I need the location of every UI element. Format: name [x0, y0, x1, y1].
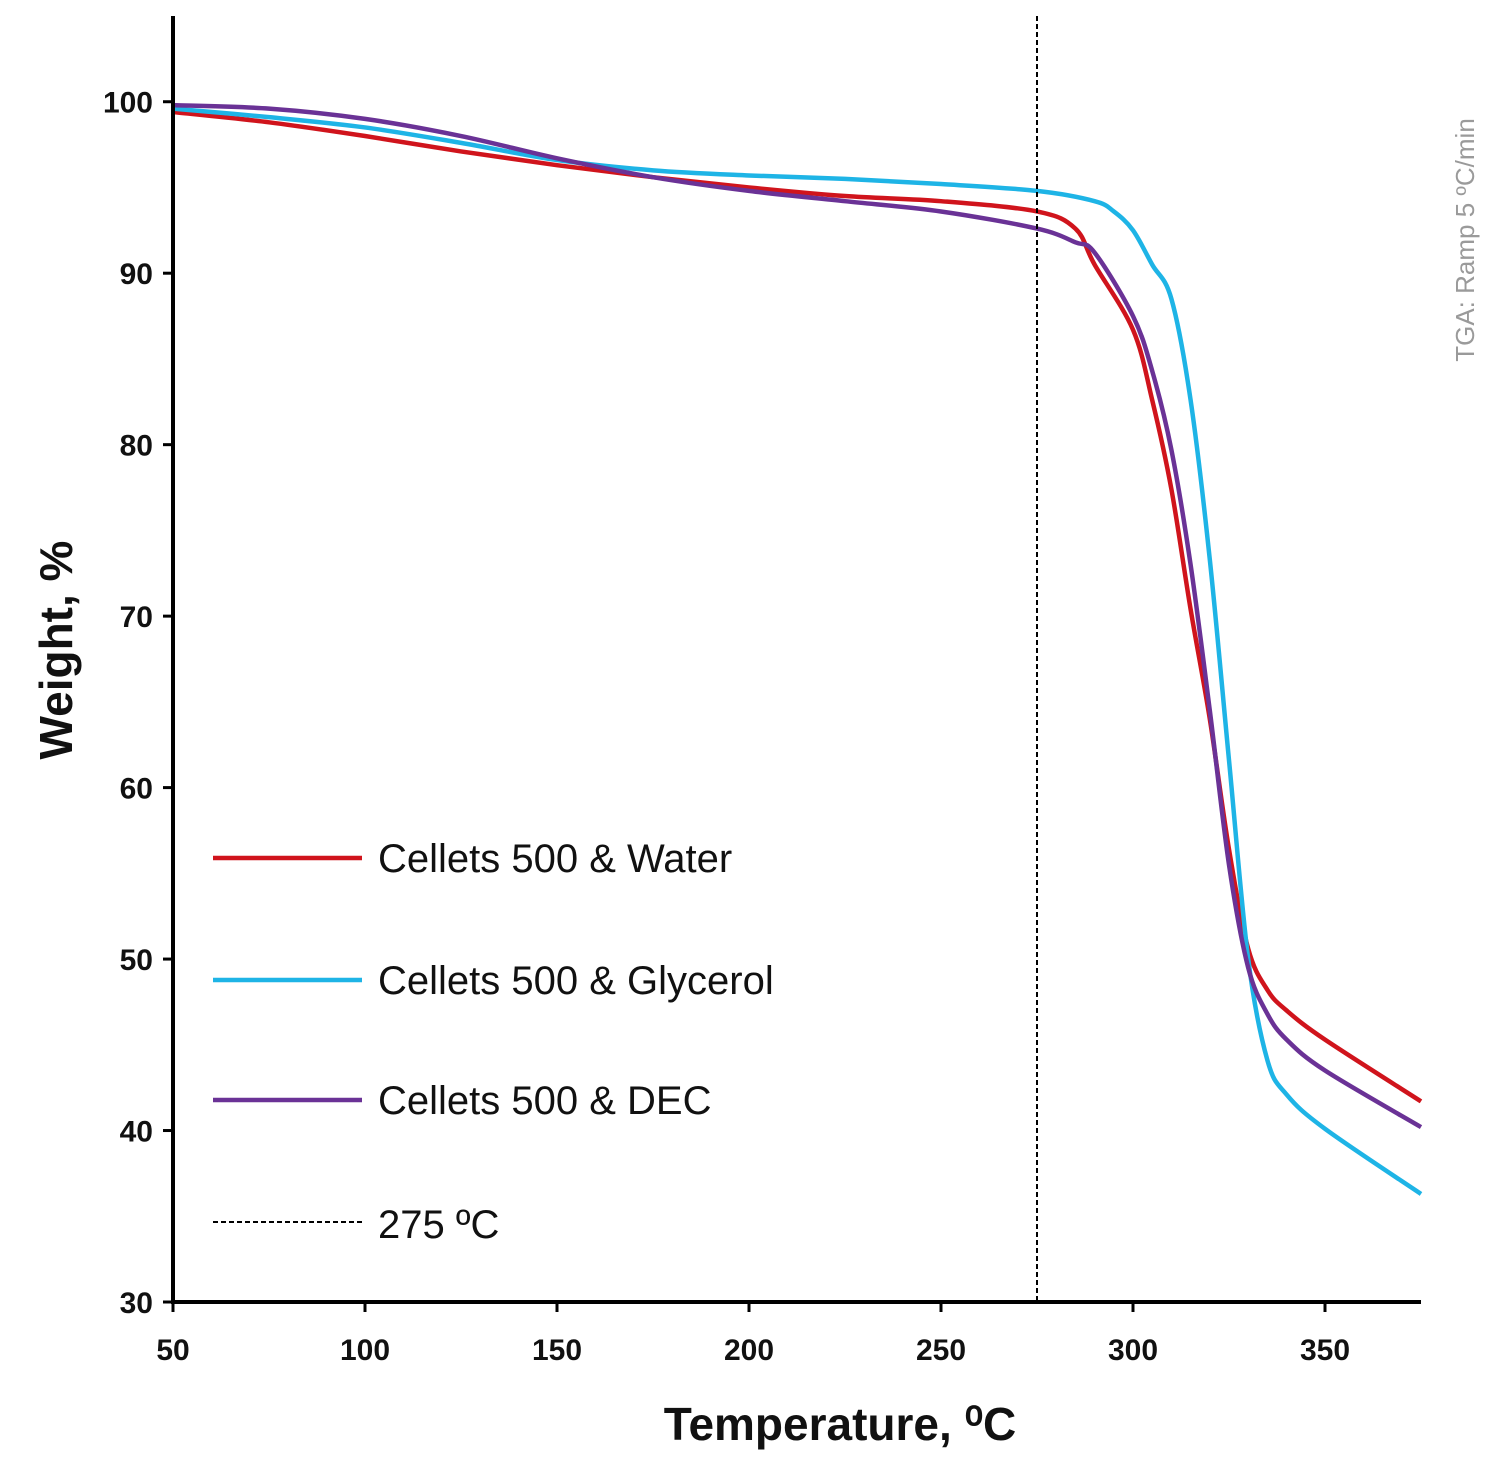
x-tick-label: 50 [156, 1334, 189, 1367]
y-tick-label: 30 [120, 1287, 153, 1320]
x-tick-label: 100 [340, 1334, 390, 1367]
y-tick-label: 50 [120, 944, 153, 977]
series-line-0 [172, 109, 1423, 1104]
series-lines [172, 102, 1423, 1196]
legend-label: Cellets 500 & Water [378, 837, 732, 881]
y-tick-label: 80 [120, 430, 153, 463]
x-tick-label: 150 [532, 1334, 582, 1367]
x-tick-label: 300 [1108, 1334, 1158, 1367]
y-tick-label: 70 [120, 601, 153, 634]
x-axis-label: Temperature, ⁰C [664, 1398, 1016, 1450]
legend-label: Cellets 500 & DEC [378, 1079, 711, 1123]
series-line-2 [172, 102, 1423, 1130]
y-tick-label: 40 [120, 1116, 153, 1149]
legend-label-reference: 275 ºC [378, 1203, 499, 1247]
y-tick-label: 100 [103, 87, 153, 120]
y-tick-label: 60 [120, 773, 153, 806]
y-axis-label: Weight, % [30, 541, 82, 760]
x-tick-label: 350 [1300, 1334, 1350, 1367]
x-tick-label: 250 [916, 1334, 966, 1367]
legend: Cellets 500 & Water Cellets 500 & Glycero… [213, 837, 774, 1247]
annotation-tga-ramp: TGA: Ramp 5 ºC/min [1450, 118, 1480, 362]
y-tick-label: 90 [120, 258, 153, 291]
x-tick-label: 200 [724, 1334, 774, 1367]
legend-label: Cellets 500 & Glycerol [378, 959, 774, 1003]
series-line-1 [172, 106, 1423, 1196]
ticks: 50 100 150 200 250 300 350 30 40 50 60 70 80 90 100 [103, 87, 1350, 1367]
